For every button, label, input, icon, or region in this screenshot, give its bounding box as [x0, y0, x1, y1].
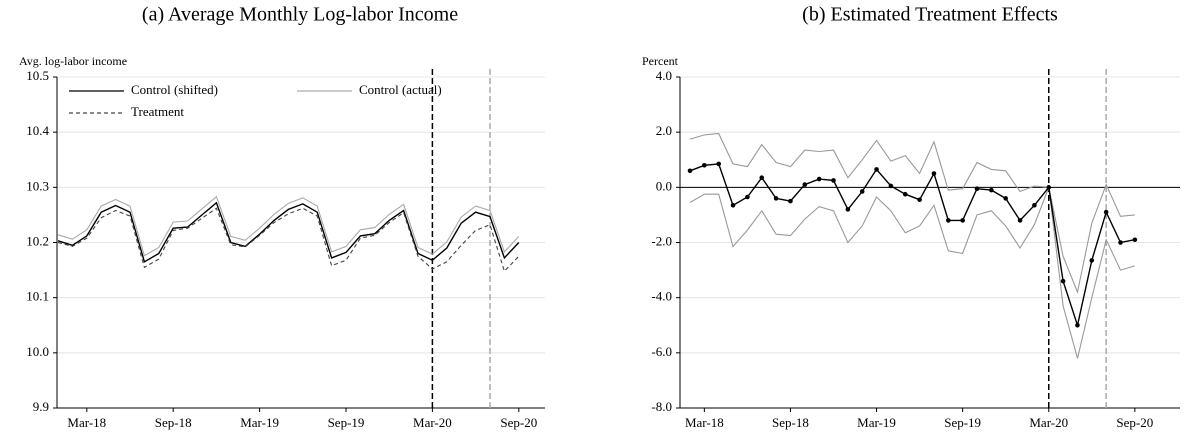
y-tick-label: -8.0 — [651, 399, 672, 414]
x-tick-label: Mar-19 — [240, 415, 279, 430]
x-tick-label: Mar-19 — [857, 415, 896, 430]
data-point — [902, 191, 908, 197]
y-tick-label: 10.2 — [26, 233, 49, 248]
series-line — [689, 163, 1135, 328]
x-tick-label: Mar-20 — [413, 415, 452, 430]
data-point — [1017, 218, 1023, 223]
data-point — [702, 162, 707, 168]
data-point — [687, 168, 693, 174]
y-axis-label: Avg. log-labor income — [19, 54, 127, 68]
data-point — [788, 198, 793, 204]
data-point — [946, 218, 951, 223]
chart-title: (a) Average Monthly Log-labor Income — [142, 4, 458, 26]
data-point — [989, 187, 994, 193]
data-point — [773, 196, 779, 201]
x-tick-label: Sep-18 — [772, 415, 809, 430]
y-tick-label: 10.0 — [26, 344, 49, 359]
y-tick-label: 0.0 — [656, 178, 672, 193]
data-point — [960, 218, 965, 223]
x-tick-label: Sep-19 — [328, 415, 365, 430]
y-tick-label: 10.3 — [26, 178, 49, 193]
data-point — [1118, 240, 1123, 245]
y-tick-label: 10.4 — [26, 123, 49, 138]
y-tick-label: -6.0 — [651, 344, 672, 359]
legend-label: Control (actual) — [359, 82, 442, 97]
series-line — [689, 187, 1135, 359]
y-tick-label: 10.5 — [26, 68, 49, 83]
data-point — [1103, 209, 1109, 215]
data-point — [859, 189, 865, 194]
data-point — [874, 167, 879, 172]
data-point — [1089, 258, 1095, 263]
data-point — [1046, 185, 1052, 190]
y-tick-label: -2.0 — [651, 233, 672, 248]
data-point — [802, 182, 808, 187]
data-point — [745, 194, 750, 200]
data-point — [831, 178, 836, 183]
y-tick-label: 4.0 — [656, 68, 672, 83]
data-point — [716, 161, 721, 167]
y-tick-label: 10.1 — [26, 289, 49, 304]
y-axis-label: Percent — [642, 54, 679, 68]
y-tick-label: -4.0 — [651, 289, 672, 304]
data-point — [816, 176, 822, 182]
series-line — [689, 132, 1135, 294]
y-tick-label: 2.0 — [656, 123, 672, 138]
legend-label: Treatment — [131, 104, 184, 119]
data-point — [888, 183, 894, 189]
data-point — [1032, 202, 1037, 208]
data-point — [1132, 237, 1138, 243]
x-tick-label: Sep-19 — [944, 415, 981, 430]
x-tick-label: Mar-18 — [685, 415, 724, 430]
data-point — [1060, 278, 1066, 284]
data-point — [931, 171, 937, 176]
data-point — [974, 186, 980, 192]
series-line — [57, 207, 520, 273]
x-tick-label: Sep-18 — [155, 415, 192, 430]
x-tick-label: Sep-20 — [500, 415, 537, 430]
y-tick-label: 9.9 — [33, 399, 49, 414]
data-point — [845, 207, 851, 212]
series-line — [57, 195, 520, 257]
x-tick-label: Mar-20 — [1029, 415, 1068, 430]
data-point — [1075, 322, 1080, 328]
chart-title: (b) Estimated Treatment Effects — [802, 4, 1058, 26]
data-point — [917, 197, 922, 203]
data-point — [730, 202, 736, 208]
data-point — [1003, 196, 1008, 201]
data-point — [759, 175, 765, 180]
legend-label: Control (shifted) — [131, 82, 218, 97]
x-tick-label: Mar-18 — [67, 415, 106, 430]
series-line — [57, 201, 520, 263]
x-tick-label: Sep-20 — [1116, 415, 1153, 430]
